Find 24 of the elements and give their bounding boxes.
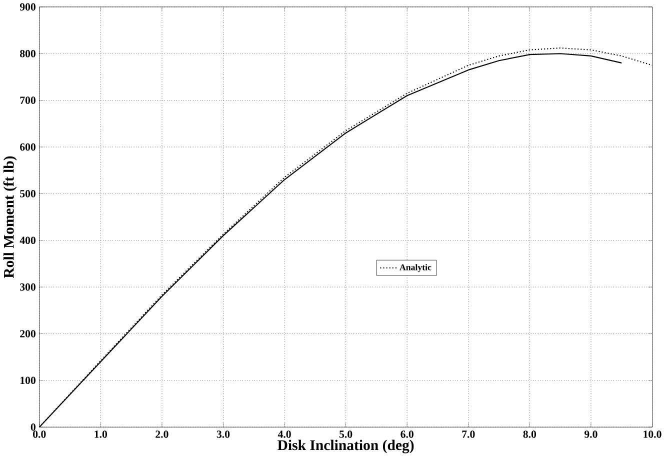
x-tick-label: 10.0 <box>644 430 662 438</box>
x-tick-label: 8.0 <box>523 430 536 438</box>
x-tick-label: 7.0 <box>462 430 475 438</box>
y-tick-label: 0 <box>30 424 36 431</box>
x-tick-label: 9.0 <box>584 430 598 438</box>
y-tick-label: 800 <box>20 50 36 58</box>
x-tick-label: 4.0 <box>278 430 291 438</box>
x-tick-label: 6.0 <box>400 430 414 438</box>
y-tick-label: 100 <box>20 376 36 384</box>
legend-label: Analytic <box>400 264 432 272</box>
x-tick-label: 1.0 <box>94 430 108 438</box>
y-tick-label: 600 <box>20 144 36 151</box>
y-tick-label: 500 <box>20 190 36 198</box>
y-tick-label: 200 <box>20 330 36 338</box>
x-tick-label: 2.0 <box>156 430 168 438</box>
x-tick-label: 3.0 <box>216 430 230 438</box>
y-tick-label: 900 <box>20 4 36 11</box>
y-tick-label: 300 <box>20 284 36 291</box>
y-axis-title: Roll Moment (ft lb) <box>3 156 17 278</box>
x-tick-label: 5.0 <box>339 430 352 438</box>
x-tick-label: 0.0 <box>33 430 46 438</box>
y-tick-label: 700 <box>20 96 36 104</box>
x-axis-title: Disk Inclination (deg) <box>278 440 414 454</box>
y-tick-label: 400 <box>20 236 36 244</box>
